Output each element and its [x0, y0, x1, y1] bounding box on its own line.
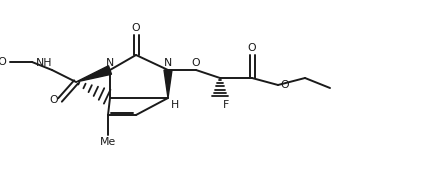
Text: O: O [248, 43, 256, 53]
Text: F: F [223, 100, 229, 110]
Text: Me: Me [100, 137, 116, 147]
Polygon shape [76, 66, 112, 82]
Text: O: O [192, 58, 200, 68]
Text: O: O [132, 23, 140, 33]
Text: O: O [49, 95, 58, 105]
Text: HO: HO [0, 57, 8, 67]
Text: H: H [171, 100, 179, 110]
Text: O: O [280, 80, 289, 90]
Text: N: N [164, 58, 172, 68]
Polygon shape [164, 70, 172, 98]
Text: N: N [106, 58, 114, 68]
Text: NH: NH [35, 58, 52, 68]
